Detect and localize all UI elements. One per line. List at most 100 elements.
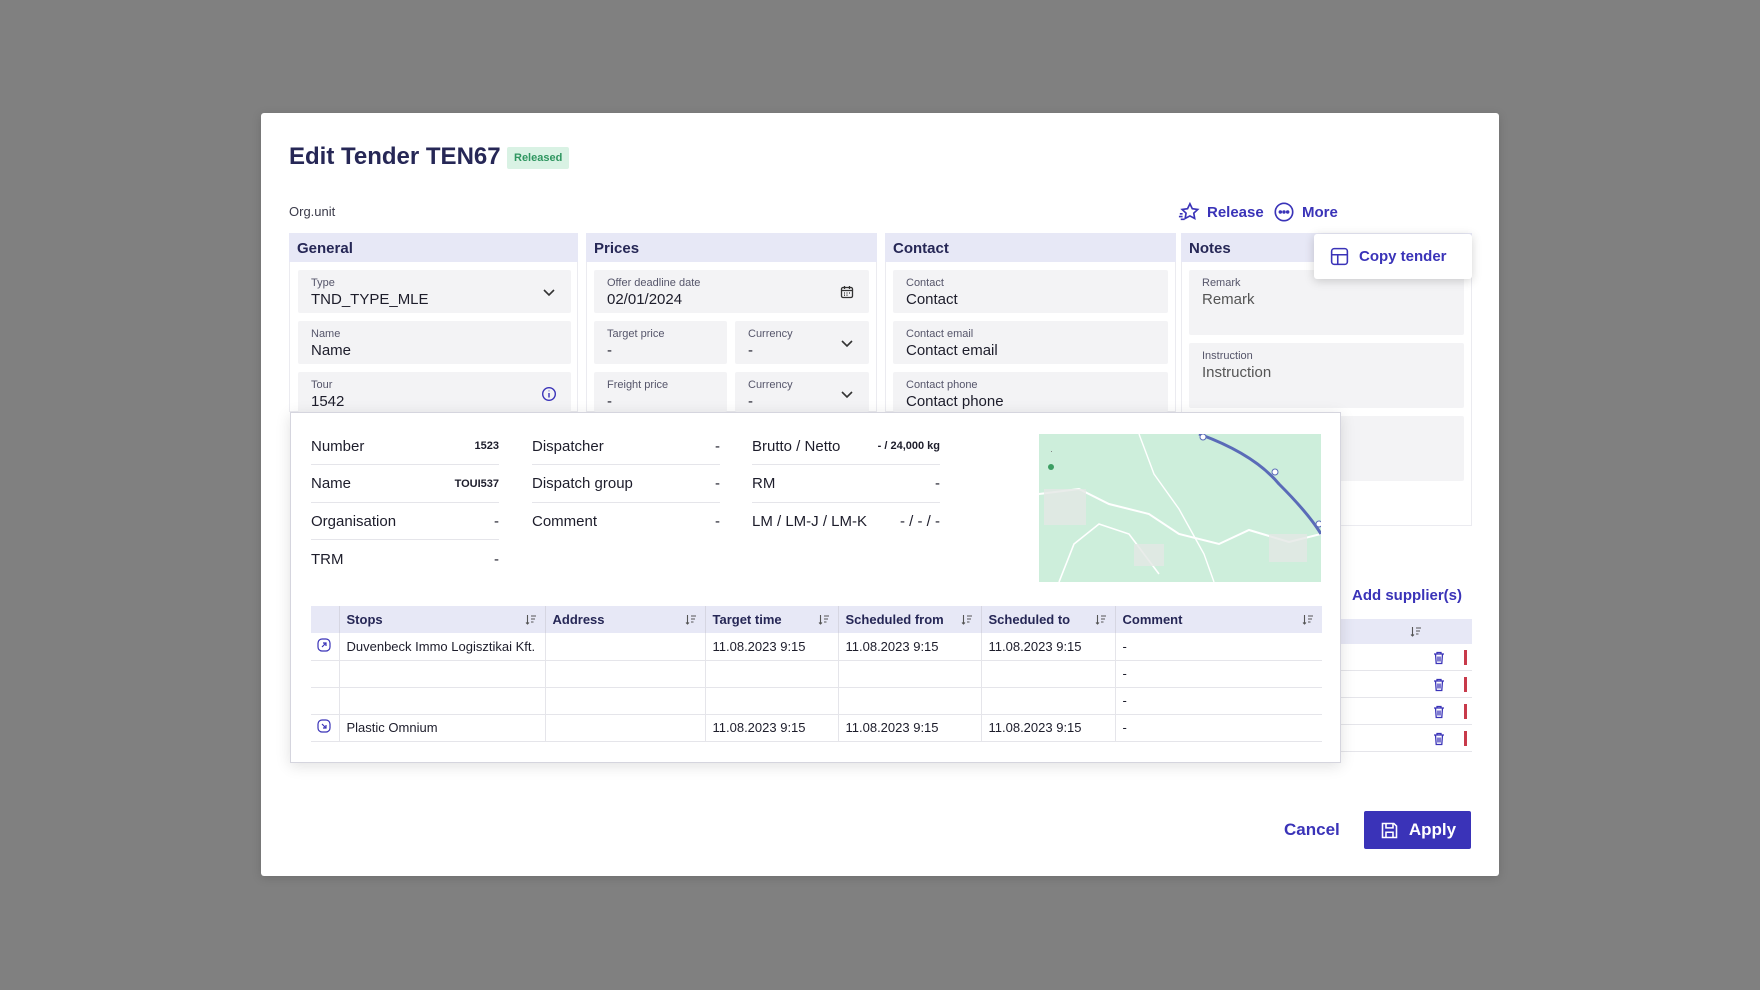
table-header-target-time[interactable]: Target time <box>705 606 839 633</box>
status-badge: Released <box>507 147 570 169</box>
tour-info-value: - <box>715 475 720 492</box>
type-label: Type <box>311 277 335 289</box>
trash-icon[interactable] <box>1431 731 1447 747</box>
tour-field[interactable]: Tour 1542 <box>298 372 571 412</box>
release-button[interactable]: Release <box>1178 201 1264 223</box>
more-label: More <box>1302 203 1338 221</box>
tour-info-label: Name <box>311 475 352 492</box>
contact-phone-label: Contact phone <box>906 379 978 391</box>
tour-info-value: - / 24,000 kg <box>877 440 940 452</box>
stop-address <box>545 633 706 661</box>
currency-select-1[interactable]: Currency - <box>735 321 869 364</box>
route-map[interactable] <box>1039 434 1321 582</box>
stop-target-time <box>705 687 839 715</box>
apply-label: Apply <box>1408 820 1457 839</box>
offer-deadline-value: 02/01/2024 <box>607 291 683 308</box>
table-row[interactable]: - <box>311 687 1322 715</box>
type-select[interactable]: Type TND_TYPE_MLE <box>298 270 571 313</box>
stop-name <box>339 687 546 715</box>
tour-info-value: - <box>935 475 940 492</box>
sort-icon[interactable] <box>961 614 973 625</box>
save-icon <box>1381 822 1398 838</box>
trash-icon[interactable] <box>1431 650 1447 666</box>
target-price-value: - <box>607 342 612 359</box>
suppliers-table-body <box>1340 644 1472 752</box>
chevron-down-icon <box>543 289 555 297</box>
tour-info-row: Organisation - <box>311 503 499 540</box>
tour-info-label: TRM <box>311 550 344 568</box>
release-label: Release <box>1207 203 1264 221</box>
contact-phone-field[interactable]: Contact phone Contact phone <box>893 372 1168 412</box>
tour-info-value: - / - / - <box>900 513 940 530</box>
stop-scheduled-from: 11.08.2023 9:15 <box>838 633 982 661</box>
contact-label: Contact <box>906 277 944 289</box>
prices-section <box>586 262 877 412</box>
currency-label-2: Currency <box>748 379 793 391</box>
freight-price-field[interactable]: Freight price - <box>594 372 727 412</box>
stop-comment: - <box>1115 714 1322 742</box>
remark-field[interactable]: Remark Remark <box>1189 270 1464 335</box>
tour-info-label: Comment <box>532 513 598 530</box>
table-row[interactable]: - <box>311 660 1322 688</box>
stop-name: Duvenbeck Immo Logisztikai Kft. <box>339 633 546 661</box>
name-label: Name <box>311 328 341 340</box>
currency-select-2[interactable]: Currency - <box>735 372 869 412</box>
tour-info-value: - <box>715 437 720 455</box>
freight-price-value: - <box>607 393 612 410</box>
stop-scheduled-from: 11.08.2023 9:15 <box>838 714 982 742</box>
sort-icon[interactable] <box>818 614 830 625</box>
contact-field[interactable]: Contact Contact <box>893 270 1168 313</box>
instruction-field[interactable]: Instruction Instruction <box>1189 343 1464 408</box>
tour-label: Tour <box>311 379 333 391</box>
stop-scheduled-from <box>838 687 982 715</box>
currency-value-2: - <box>748 393 753 410</box>
table-header-comment[interactable]: Comment <box>1115 606 1322 633</box>
delivery-arrow-icon <box>317 719 331 733</box>
more-button[interactable]: More <box>1273 201 1338 223</box>
offer-deadline-field[interactable]: Offer deadline date 02/01/2024 <box>594 270 869 313</box>
name-value: Name <box>311 342 352 359</box>
table-header-stops[interactable]: Stops <box>339 606 546 633</box>
target-price-field[interactable]: Target price - <box>594 321 727 364</box>
add-suppliers-button[interactable]: Add supplier(s) <box>1352 587 1463 604</box>
tour-info-value: TOUI537 <box>454 477 499 490</box>
sort-icon[interactable] <box>525 614 537 625</box>
tour-info-label: Number <box>311 437 365 455</box>
type-value: TND_TYPE_MLE <box>311 291 429 308</box>
table-header-address[interactable]: Address <box>545 606 706 633</box>
trash-icon[interactable] <box>1431 704 1447 720</box>
tour-info-row: Name TOUI537 <box>311 466 499 503</box>
sort-icon[interactable] <box>1410 626 1422 637</box>
contact-email-value: Contact email <box>906 342 998 359</box>
stop-scheduled-to <box>981 687 1116 715</box>
copy-tender-menu-item[interactable]: Copy tender <box>1359 248 1447 265</box>
info-icon[interactable] <box>541 386 557 402</box>
table-row[interactable]: Plastic Omnium 11.08.2023 9:15 11.08.202… <box>311 714 1322 742</box>
name-field[interactable]: Name Name <box>298 321 571 364</box>
tour-info-label: LM / LM-J / LM-K <box>752 513 868 530</box>
apply-button[interactable]: Apply <box>1364 811 1471 849</box>
table-row[interactable]: Duvenbeck Immo Logisztikai Kft. 11.08.20… <box>311 633 1322 661</box>
stop-address <box>545 714 706 742</box>
stop-scheduled-to <box>981 660 1116 688</box>
sort-icon[interactable] <box>1302 614 1314 625</box>
map-graphic <box>1039 434 1321 582</box>
more-menu: Copy tender <box>1314 234 1472 279</box>
suppliers-table-header <box>1340 619 1472 644</box>
stop-address <box>545 687 706 715</box>
calendar-icon[interactable] <box>839 284 855 300</box>
contact-value: Contact <box>906 291 958 308</box>
table-header-scheduled-from[interactable]: Scheduled from <box>838 606 982 633</box>
sort-icon[interactable] <box>1095 614 1107 625</box>
stops-table: Stops Address Target time Scheduled from… <box>311 606 1322 742</box>
org-unit-label: Org.unit <box>289 204 336 219</box>
stop-name: Plastic Omnium <box>339 714 546 742</box>
table-header-scheduled-to[interactable]: Scheduled to <box>981 606 1116 633</box>
page-title: Edit Tender TEN67 <box>289 143 501 170</box>
tour-info-row: Brutto / Netto - / 24,000 kg <box>752 428 940 465</box>
sort-icon[interactable] <box>685 614 697 625</box>
pickup-arrow-icon <box>317 638 331 652</box>
cancel-button[interactable]: Cancel <box>1284 820 1340 839</box>
contact-email-field[interactable]: Contact email Contact email <box>893 321 1168 364</box>
trash-icon[interactable] <box>1431 677 1447 693</box>
